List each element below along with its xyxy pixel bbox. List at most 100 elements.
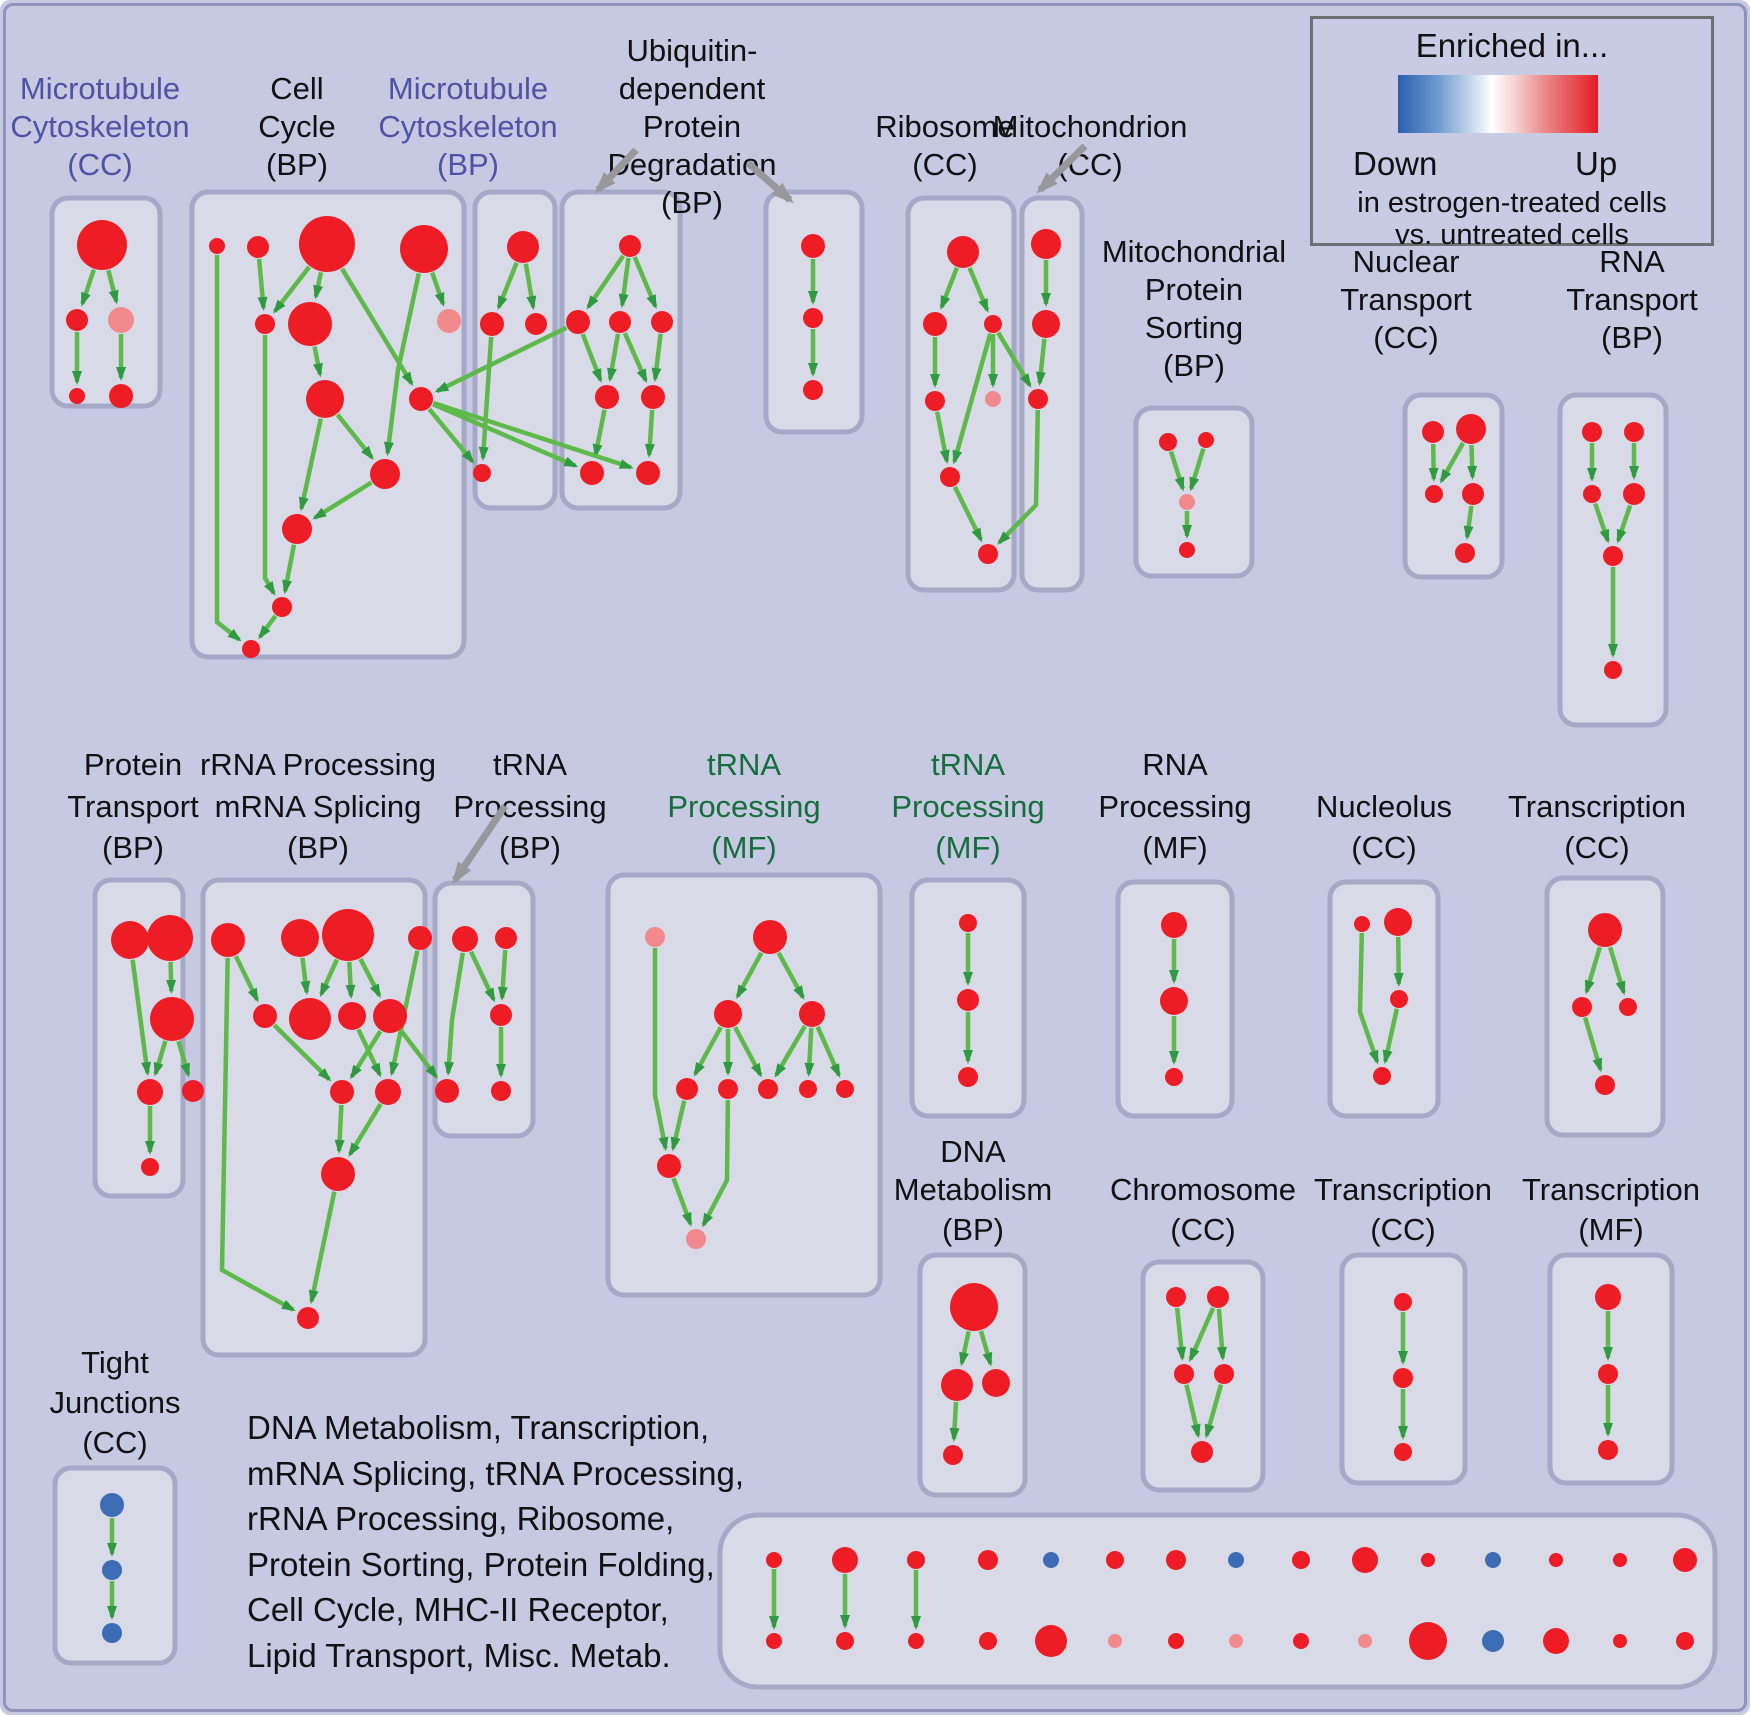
edge-arrow bbox=[967, 266, 990, 313]
edge-arrow bbox=[282, 544, 297, 595]
go-term-node bbox=[490, 1004, 512, 1026]
edge-arrow bbox=[586, 254, 626, 310]
go-term-node bbox=[1165, 1068, 1183, 1086]
go-term-node bbox=[247, 236, 269, 258]
edge-arrow bbox=[1593, 502, 1610, 544]
go-term-node bbox=[718, 1079, 738, 1099]
go-term-node bbox=[373, 999, 407, 1033]
group-label-trna-processing-bp: tRNA bbox=[493, 747, 567, 782]
edge-arrow bbox=[632, 256, 658, 310]
group-label-ribosome-cc: Ribosome bbox=[875, 109, 1015, 144]
group-label-cell-cycle-bp: (BP) bbox=[266, 147, 328, 182]
legend-up-label: Up bbox=[1575, 145, 1618, 182]
edge-arrow bbox=[1188, 447, 1206, 492]
go-term-node bbox=[978, 1550, 998, 1570]
edge-arrow bbox=[358, 957, 382, 999]
go-term-node bbox=[1108, 1634, 1122, 1648]
go-term-node bbox=[836, 1080, 854, 1098]
group-box-chromosome-cc bbox=[1140, 1259, 1266, 1493]
group-box-transcription-cc-upper bbox=[1544, 875, 1666, 1138]
go-term-node bbox=[1354, 916, 1370, 932]
edge-arrow bbox=[399, 1028, 438, 1080]
go-term-node bbox=[1031, 229, 1061, 259]
group-label-trna-processing-mf-a: (MF) bbox=[711, 830, 776, 865]
go-term-node bbox=[1106, 1551, 1124, 1569]
go-term-node bbox=[409, 387, 433, 411]
edge-arrow bbox=[176, 1040, 191, 1078]
group-label-trna-processing-mf-b: tRNA bbox=[931, 747, 1005, 782]
go-term-node bbox=[253, 1004, 277, 1028]
go-term-node bbox=[272, 597, 292, 617]
edge-arrow bbox=[1188, 1307, 1216, 1363]
group-label-rna-processing-mf: (MF) bbox=[1142, 830, 1207, 865]
group-label-microtubule-cytoskeleton-bp: Microtubule bbox=[388, 71, 548, 106]
legend-down-label: Down bbox=[1353, 145, 1438, 182]
group-label-chromosome-cc: Chromosome bbox=[1110, 1172, 1296, 1207]
go-term-node bbox=[799, 1001, 825, 1027]
edge-arrow bbox=[349, 1030, 383, 1080]
group-label-microtubule-cytoskeleton-cc: Microtubule bbox=[20, 71, 180, 106]
group-label-ubiquitin-degradation-bp-a: dependent bbox=[619, 71, 766, 106]
edge-arrow bbox=[1168, 450, 1185, 492]
group-label-mitochondrial-protein-sorting-bp: Sorting bbox=[1145, 310, 1243, 345]
go-term-node bbox=[1035, 1625, 1067, 1657]
edge-arrow bbox=[1393, 936, 1404, 988]
go-term-node bbox=[525, 313, 547, 335]
go-term-node bbox=[1394, 1443, 1412, 1461]
edge-arrow bbox=[804, 1027, 815, 1078]
edge-arrow bbox=[256, 258, 268, 312]
edge-arrow bbox=[432, 400, 634, 470]
group-box-ubiquitin-degradation-bp-a bbox=[559, 189, 683, 511]
group-label-mitochondrial-protein-sorting-bp: Protein bbox=[1145, 272, 1243, 307]
go-term-node bbox=[1595, 1284, 1621, 1310]
go-term-node bbox=[1583, 485, 1601, 503]
group-label-mitochondrial-protein-sorting-bp: (BP) bbox=[1163, 348, 1225, 383]
go-term-node bbox=[330, 1080, 354, 1104]
edge-arrow bbox=[130, 959, 152, 1077]
go-term-node bbox=[1028, 389, 1048, 409]
edge-arrow bbox=[607, 333, 621, 383]
go-term-node bbox=[1394, 1293, 1412, 1311]
go-term-node bbox=[978, 544, 998, 564]
group-label-nuclear-transport-cc: Nuclear bbox=[1353, 244, 1460, 279]
edge-arrow bbox=[313, 271, 324, 300]
group-label-tight-junctions-cc: (CC) bbox=[82, 1425, 147, 1460]
edge-arrow bbox=[319, 958, 339, 998]
misc-text-line: rRNA Processing, Ribosome, bbox=[247, 1500, 675, 1537]
edge-arrow bbox=[106, 269, 119, 305]
go-term-node bbox=[1198, 432, 1214, 448]
go-term-node bbox=[255, 314, 275, 334]
go-term-node bbox=[435, 1079, 459, 1103]
edge-arrow bbox=[430, 271, 446, 307]
go-term-node bbox=[1390, 990, 1408, 1008]
edge-arrow bbox=[651, 333, 663, 383]
go-term-node bbox=[150, 997, 194, 1041]
edge-arrow bbox=[308, 1191, 337, 1305]
edge-arrow bbox=[939, 267, 959, 311]
go-term-node bbox=[923, 312, 947, 336]
go-term-node bbox=[322, 909, 374, 961]
go-term-node bbox=[636, 461, 660, 485]
go-term-node bbox=[1598, 1364, 1618, 1384]
go-term-node bbox=[959, 914, 977, 932]
go-term-node bbox=[1421, 1553, 1435, 1567]
go-term-node bbox=[137, 1079, 163, 1105]
edge-arrow bbox=[219, 957, 296, 1312]
group-label-nuclear-transport-cc: (CC) bbox=[1373, 320, 1438, 355]
go-term-node bbox=[580, 461, 604, 485]
edge-arrow bbox=[580, 333, 603, 384]
go-term-node bbox=[1572, 997, 1592, 1017]
group-label-transcription-cc-upper: (CC) bbox=[1564, 830, 1629, 865]
go-term-node bbox=[832, 1547, 858, 1573]
go-term-node bbox=[801, 234, 825, 258]
edge-arrow bbox=[1428, 443, 1439, 483]
group-label-ubiquitin-degradation-bp-a: Ubiquitin- bbox=[627, 33, 758, 68]
edge-arrow bbox=[312, 480, 373, 520]
go-term-node bbox=[1598, 1440, 1618, 1460]
go-term-node bbox=[758, 1079, 778, 1099]
go-term-node bbox=[1595, 1075, 1615, 1095]
go-term-node bbox=[1619, 998, 1637, 1016]
edge-arrow bbox=[432, 402, 579, 468]
edge-arrow bbox=[934, 411, 950, 465]
go-term-node bbox=[676, 1078, 698, 1100]
